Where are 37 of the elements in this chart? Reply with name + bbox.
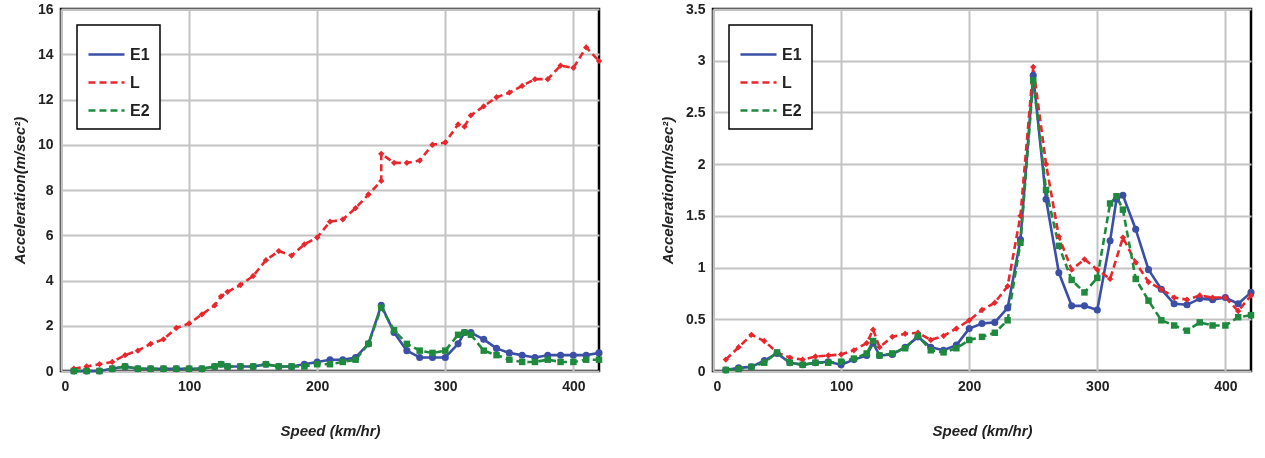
y-tick-label: 0 xyxy=(697,362,706,379)
legend-label: E1 xyxy=(782,45,802,63)
legend-label: E2 xyxy=(782,101,802,119)
y-tick-label: 1 xyxy=(697,259,706,276)
y-tick-label: 0.5 xyxy=(686,310,706,327)
legend-label: E1 xyxy=(130,45,150,63)
y-tick-label: 16 xyxy=(37,0,54,17)
y-tick-label: 3.5 xyxy=(686,0,706,17)
y-axis-title: Acceleration(m/sec²) xyxy=(659,116,677,266)
y-tick-label: 1.5 xyxy=(686,207,706,224)
x-tick-label: 400 xyxy=(562,377,586,394)
x-tick-label: 100 xyxy=(177,377,202,394)
x-tick-label: 0 xyxy=(61,377,70,394)
x-tick-label: 100 xyxy=(829,377,854,394)
y-tick-label: 6 xyxy=(45,226,54,243)
x-tick-label: 300 xyxy=(434,377,458,394)
y-tick-label: 10 xyxy=(37,136,54,153)
x-tick-label: 200 xyxy=(306,377,330,394)
legend-label: L xyxy=(130,73,140,91)
x-tick-label: 300 xyxy=(1086,377,1110,394)
y-axis-title: Acceleration(m/sec²) xyxy=(10,116,28,266)
y-tick-label: 2 xyxy=(697,155,706,172)
y-tick-label: 0 xyxy=(45,362,54,379)
x-tick-label: 200 xyxy=(958,377,982,394)
x-tick-label: 0 xyxy=(713,377,722,394)
legend-label: E2 xyxy=(130,101,150,119)
y-tick-label: 4 xyxy=(45,272,54,288)
y-tick-label: 8 xyxy=(45,181,54,198)
y-tick-label: 2.5 xyxy=(686,103,706,120)
x-axis-title: Speed (km/hr) xyxy=(932,421,1033,439)
y-tick-label: 14 xyxy=(37,45,54,62)
y-tick-label: 12 xyxy=(37,91,54,107)
y-tick-label: 2 xyxy=(45,317,54,334)
x-axis-title: Speed (km/hr) xyxy=(280,421,381,439)
x-tick-label: 400 xyxy=(1214,377,1238,394)
y-tick-label: 3 xyxy=(697,52,706,69)
legend-label: L xyxy=(782,73,792,91)
